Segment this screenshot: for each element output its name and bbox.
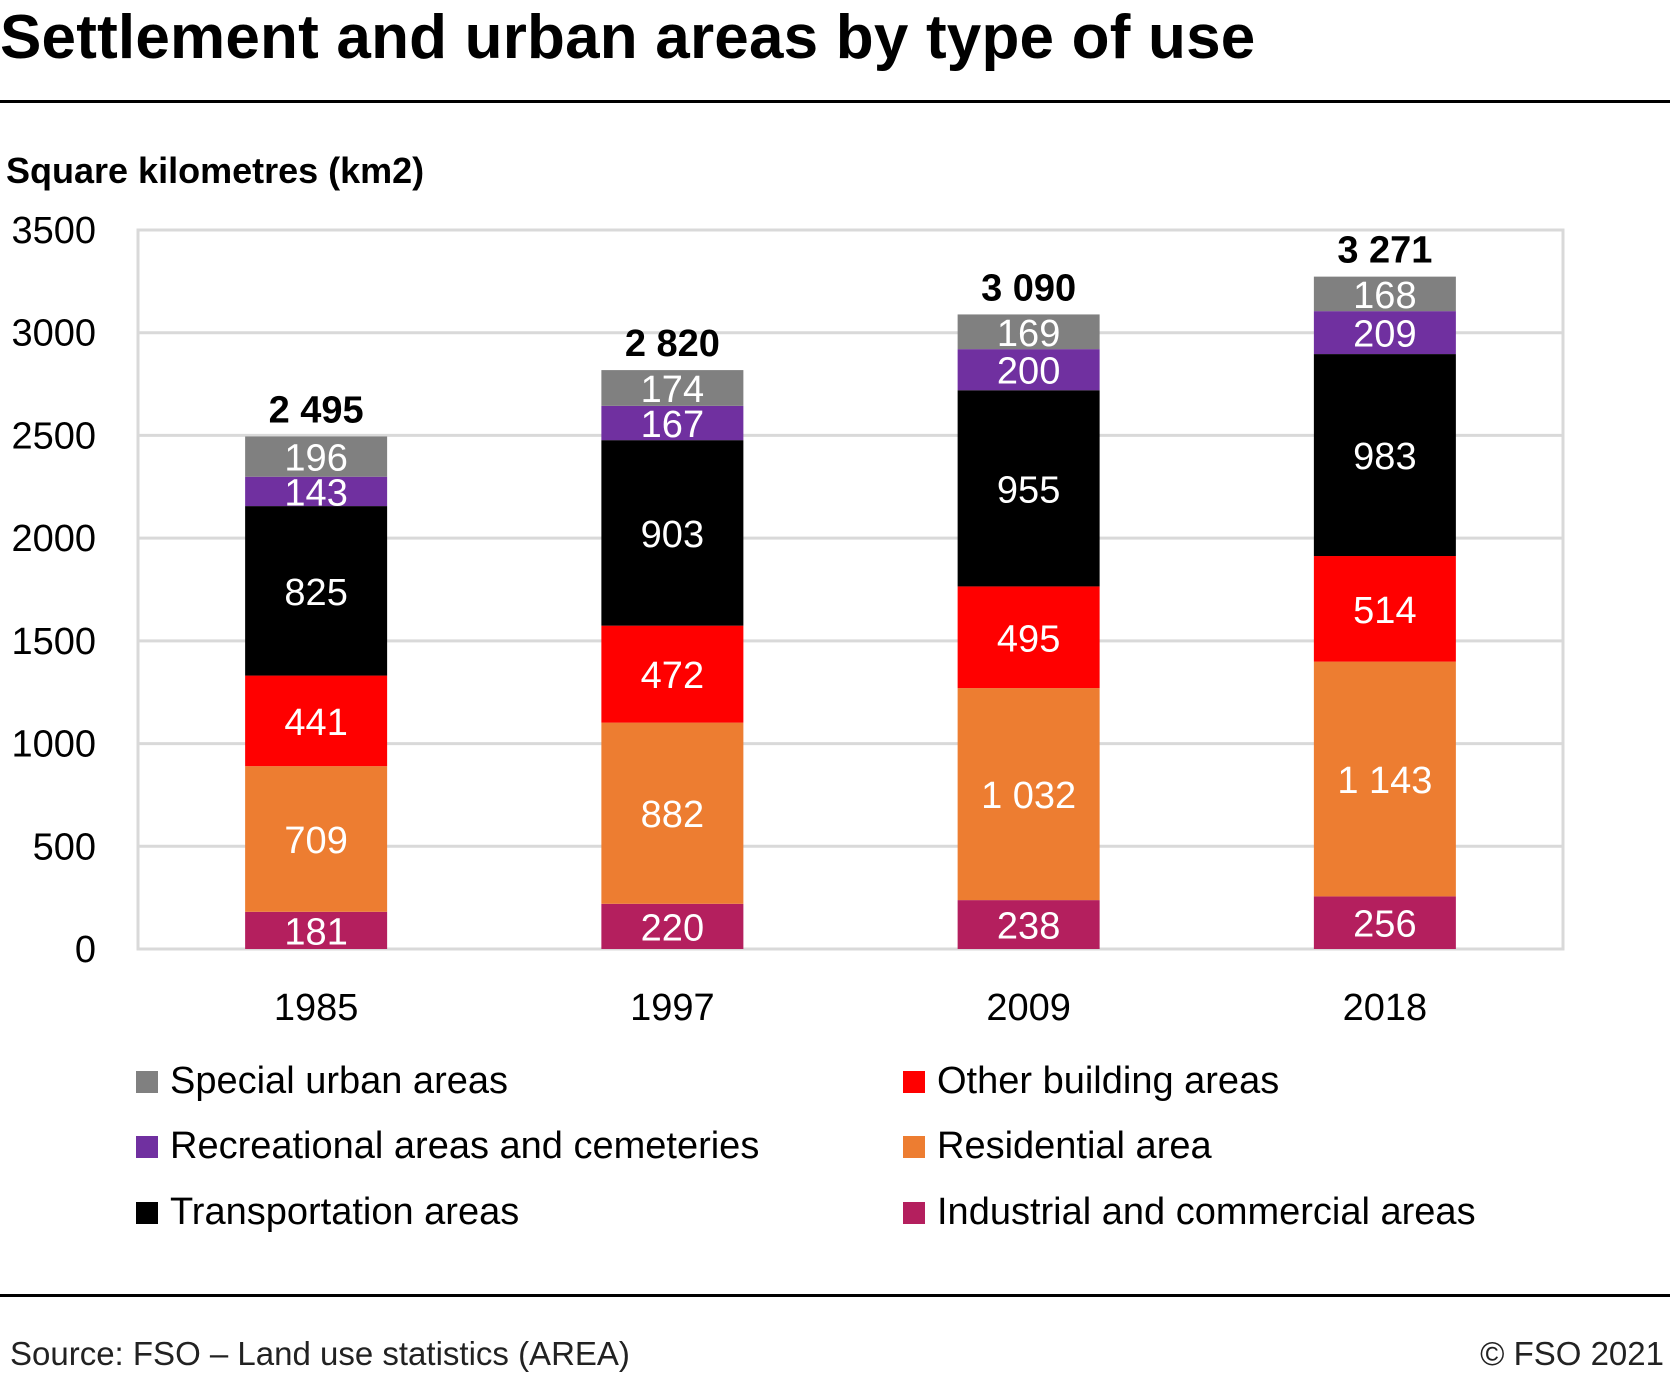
- bar-segment: [957, 900, 1100, 949]
- legend-label: Recreational areas and cemeteries: [170, 1125, 760, 1167]
- y-tick-label: 0: [75, 929, 96, 971]
- bar-segment: [1313, 661, 1456, 897]
- bar-segment: [1313, 354, 1456, 557]
- bar-segment: [245, 675, 388, 767]
- x-tick-label: 2018: [1343, 987, 1428, 1029]
- y-tick-label: 2000: [11, 518, 96, 560]
- bar-segment: [601, 722, 744, 904]
- segment-value-label: 143: [284, 472, 347, 514]
- segment-value-label: 903: [641, 514, 704, 556]
- chart-legend: Special urban areas Recreational areas a…: [0, 1060, 1670, 1270]
- legend-swatch: [903, 1201, 925, 1224]
- segment-value-label: 1 143: [1337, 760, 1432, 802]
- segment-value-label: 514: [1353, 590, 1416, 632]
- legend-item-industrial: Industrial and commercial areas: [903, 1191, 1476, 1234]
- segment-value-label: 238: [997, 906, 1060, 948]
- y-tick-label: 1500: [11, 621, 96, 663]
- bar-segment: [245, 911, 388, 949]
- footer-divider: [0, 1294, 1670, 1297]
- segment-value-label: 825: [284, 572, 347, 614]
- segment-value-label: 181: [284, 911, 347, 953]
- legend-swatch: [136, 1201, 158, 1224]
- legend-label: Residential area: [937, 1125, 1212, 1167]
- legend-swatch: [903, 1070, 925, 1093]
- bar-segment: [601, 440, 744, 626]
- segment-value-label: 209: [1353, 314, 1416, 356]
- title-divider: [0, 100, 1670, 103]
- segment-value-label: 256: [1353, 904, 1416, 946]
- bar-segment: [245, 506, 388, 676]
- segment-value-label: 955: [997, 469, 1060, 511]
- bar-segment: [245, 766, 388, 912]
- legend-item-recreational: Recreational areas and cemeteries: [136, 1125, 759, 1168]
- bar-segment: [601, 370, 744, 406]
- y-tick-label: 2500: [11, 415, 96, 457]
- x-tick-label: 1985: [274, 987, 359, 1029]
- legend-item-transportation: Transportation areas: [136, 1191, 519, 1234]
- plot-frame: [136, 228, 1565, 951]
- y-tick-label: 3000: [11, 313, 96, 355]
- x-tick-label: 2009: [986, 987, 1071, 1029]
- bar-segment: [601, 405, 744, 441]
- legend-label: Industrial and commercial areas: [937, 1191, 1476, 1233]
- y-axis-unit-label: Square kilometres (km2): [6, 150, 425, 191]
- legend-swatch: [903, 1135, 925, 1158]
- bar-total-label: 2 495: [269, 389, 364, 431]
- bar-segment: [957, 314, 1100, 350]
- y-tick-label: 3500: [11, 210, 96, 252]
- x-tick-label: 1997: [630, 987, 715, 1029]
- bar-segment: [957, 688, 1100, 901]
- legend-label: Special urban areas: [170, 1060, 508, 1102]
- legend-swatch: [136, 1070, 158, 1093]
- segment-value-label: 709: [284, 820, 347, 862]
- segment-value-label: 441: [284, 702, 347, 744]
- bar-total-label: 2 820: [625, 323, 720, 365]
- bar-total-label: 3 090: [981, 267, 1076, 309]
- bar-segment: [1313, 896, 1456, 949]
- bar-segment: [245, 436, 388, 477]
- legend-swatch: [136, 1135, 158, 1158]
- segment-value-label: 983: [1353, 436, 1416, 478]
- y-tick-label: 500: [33, 826, 96, 868]
- bar-segment: [1313, 556, 1456, 662]
- segment-value-label: 882: [641, 794, 704, 836]
- source-note: Source: FSO – Land use statistics (AREA): [10, 1335, 630, 1372]
- segment-value-label: 174: [641, 369, 704, 411]
- segment-value-label: 168: [1353, 275, 1416, 317]
- bar-segment: [957, 586, 1100, 689]
- segment-value-label: 1 032: [981, 775, 1076, 817]
- legend-item-residential: Residential area: [903, 1125, 1212, 1168]
- legend-item-other-building: Other building areas: [903, 1060, 1279, 1103]
- stacked-bar-chart: 0 500 1000 1500 2000 2500 3000 3500 181 709 441 825…: [11, 210, 1565, 1029]
- bar-total-label: 3 271: [1337, 230, 1432, 272]
- segment-value-label: 169: [997, 313, 1060, 355]
- bar-segment: [1313, 311, 1456, 355]
- segment-value-label: 472: [641, 655, 704, 697]
- chart-title: Settlement and urban areas by type of us…: [0, 3, 1256, 72]
- bar-segment: [957, 390, 1100, 587]
- legend-label: Transportation areas: [170, 1191, 520, 1233]
- bar-segment: [245, 476, 388, 507]
- bar-segment: [1313, 276, 1456, 312]
- bar-segment: [601, 903, 744, 949]
- y-tick-label: 1000: [11, 724, 96, 766]
- legend-label: Other building areas: [937, 1060, 1280, 1102]
- segment-value-label: 200: [997, 351, 1060, 393]
- segment-value-label: 167: [641, 404, 704, 446]
- segment-value-label: 196: [284, 438, 347, 480]
- segment-value-label: 220: [641, 907, 704, 949]
- legend-item-special-urban: Special urban areas: [136, 1060, 508, 1103]
- copyright-note: © FSO 2021: [1480, 1335, 1664, 1372]
- bar-segment: [957, 349, 1100, 391]
- bar-segment: [601, 625, 744, 723]
- segment-value-label: 495: [997, 618, 1060, 660]
